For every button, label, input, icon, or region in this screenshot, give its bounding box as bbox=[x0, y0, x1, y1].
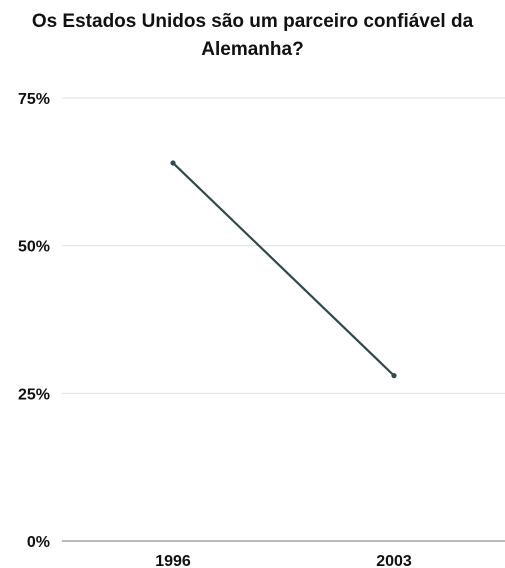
y-tick-label: 75% bbox=[18, 91, 50, 108]
y-tick-label: 50% bbox=[18, 239, 50, 256]
x-tick-label: 2003 bbox=[376, 553, 412, 568]
data-point bbox=[391, 373, 397, 379]
y-tick-label: 0% bbox=[27, 534, 50, 551]
data-point bbox=[170, 160, 176, 166]
series-line bbox=[171, 161, 396, 377]
x-tick-label: 1996 bbox=[155, 553, 191, 568]
chart-title: Os Estados Unidos são um parceiro confiá… bbox=[31, 11, 474, 60]
y-tick-label: 25% bbox=[18, 386, 50, 403]
